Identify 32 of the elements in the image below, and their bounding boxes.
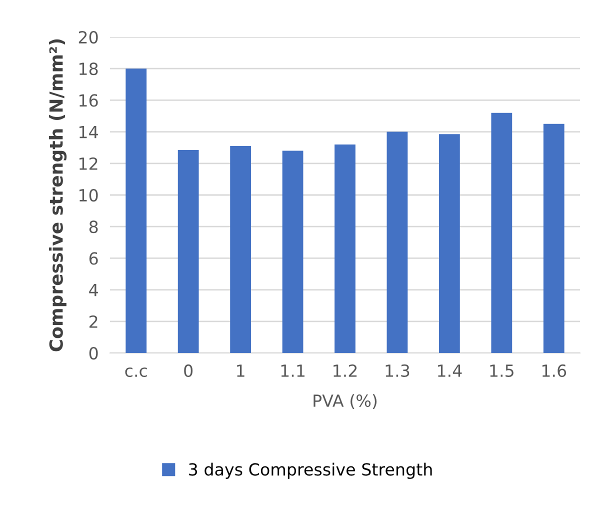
y-tick-label: 4	[89, 284, 98, 296]
bar	[334, 144, 356, 353]
bar	[543, 124, 564, 353]
y-tick-label: 0	[89, 346, 98, 360]
x-axis-title: PVA (%)	[314, 394, 377, 409]
x-tick-label: 1.3	[386, 364, 410, 378]
x-tick-label: 1	[237, 364, 244, 377]
bar	[230, 146, 251, 353]
y-tick-label: 10	[80, 188, 98, 202]
bar	[282, 150, 304, 353]
y-tick-label: 12	[80, 157, 98, 170]
bar	[386, 132, 408, 353]
bar	[491, 112, 512, 353]
y-axis-title: Compressive strength (N/mm²)	[48, 39, 67, 352]
y-tick-label: 20	[78, 30, 98, 44]
x-tick-label: c.c	[125, 367, 147, 378]
x-tick-label: 1.5	[490, 364, 514, 378]
y-tick-label: 8	[89, 220, 98, 234]
y-tick-label: 18	[80, 62, 98, 76]
x-tick-label: 1.4	[438, 364, 462, 377]
y-tick-label: 2	[90, 315, 98, 328]
x-tick-label: 1.6	[542, 364, 566, 378]
y-tick-label: 6	[89, 252, 98, 265]
bar	[439, 134, 460, 353]
legend-label: 3 days Compressive Strength	[189, 462, 432, 479]
y-tick-label: 14	[80, 126, 98, 138]
bar	[178, 150, 199, 353]
x-tick-label: 1.1	[281, 364, 304, 377]
x-tick-label: 0	[184, 364, 193, 378]
bar	[126, 68, 147, 353]
x-tick-label: 1.2	[334, 364, 357, 377]
y-tick-label: 16	[80, 94, 98, 107]
